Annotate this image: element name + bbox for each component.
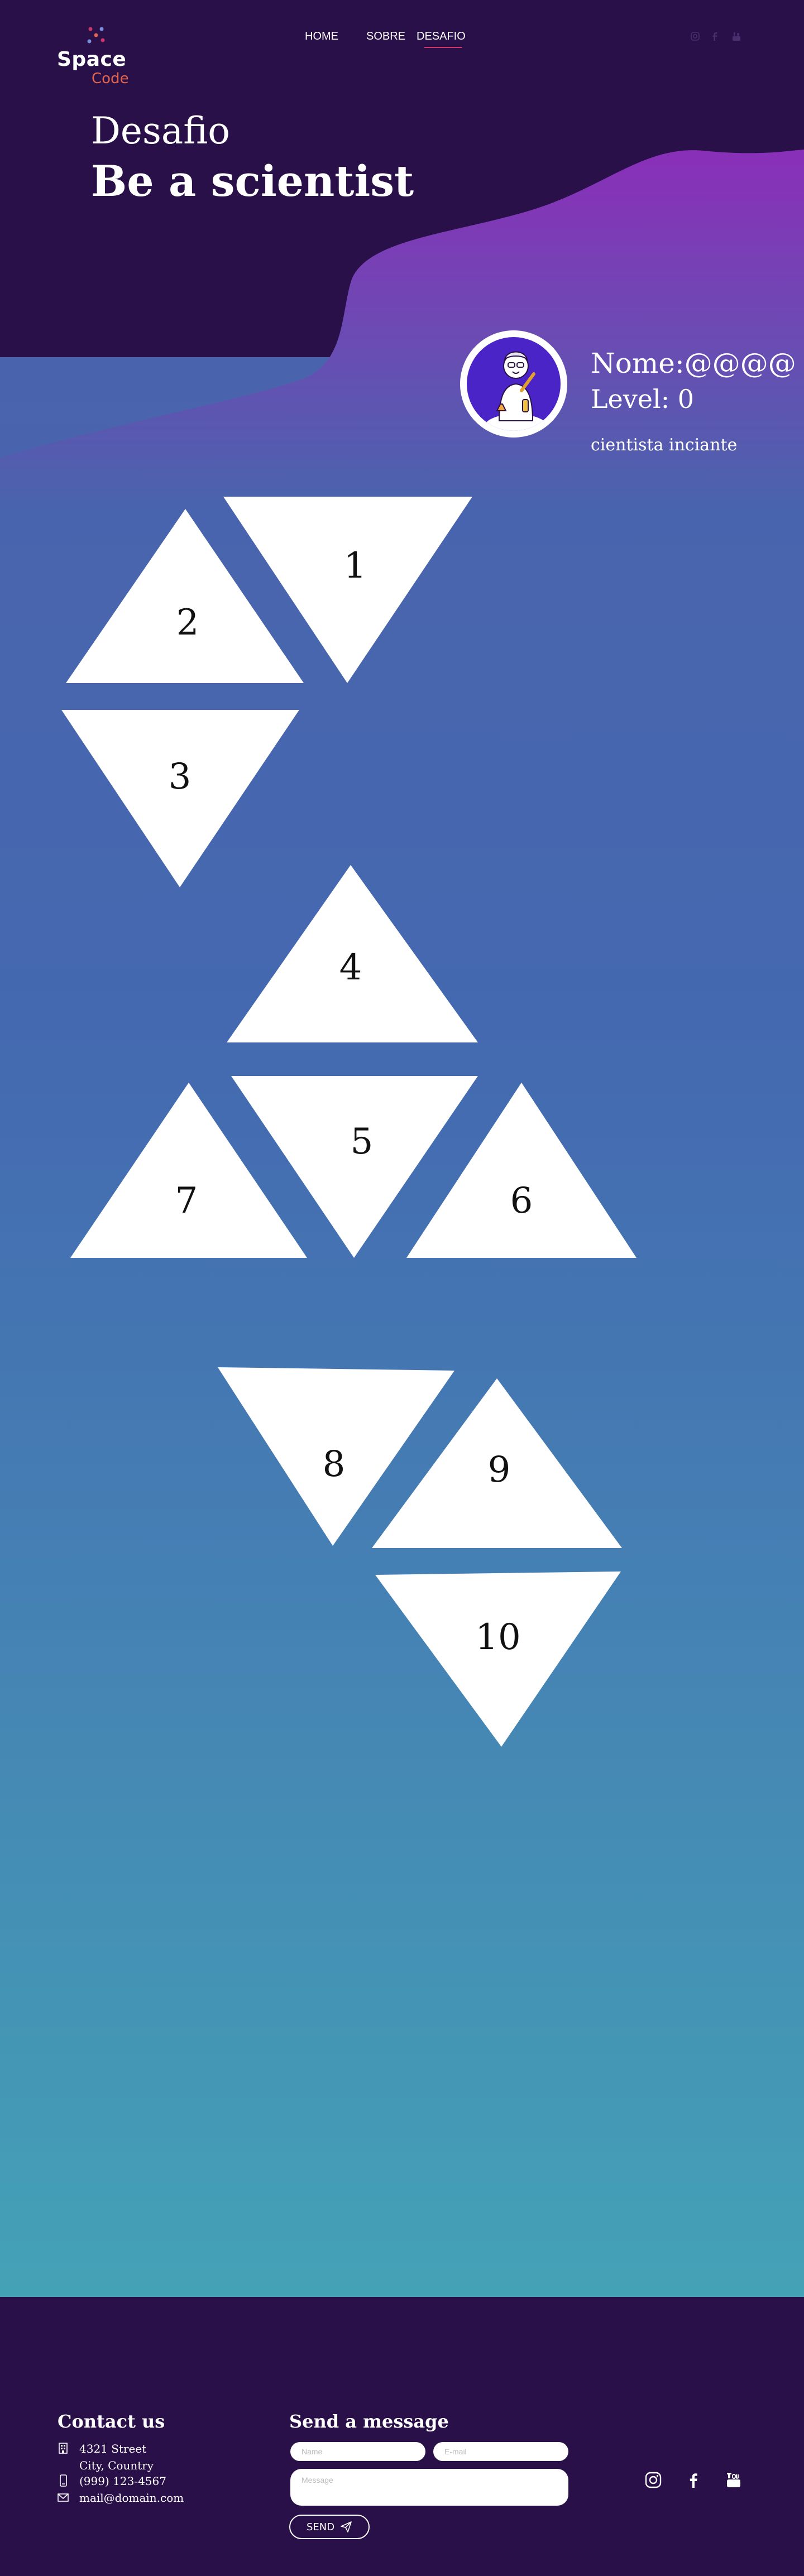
profile-rank: cientista inciante [591, 435, 738, 455]
building-icon [59, 2443, 68, 2454]
hero-wave-shape [0, 150, 804, 502]
instagram-icon[interactable] [691, 32, 700, 41]
hero-title: Be a scientist [91, 156, 414, 206]
challenge-7-triangle[interactable] [70, 1083, 307, 1258]
send-button-label: SEND [306, 2521, 335, 2533]
profile-name: Nome:@@@@ [591, 347, 796, 379]
logo-dots-icon [87, 27, 105, 44]
paper-plane-icon [341, 2521, 352, 2532]
phone-number: (999) 123-4567 [79, 2474, 166, 2488]
nav-link-desafio[interactable]: DESAFIO [417, 30, 466, 42]
send-button[interactable]: SEND [289, 2515, 370, 2539]
logo-text-code: Code [92, 70, 129, 87]
phone-icon [60, 2474, 67, 2487]
challenge-5-triangle[interactable] [231, 1076, 478, 1258]
profile-level: Level: 0 [591, 384, 695, 414]
youtube-icon[interactable] [733, 32, 740, 41]
hero-subtitle: Desafio [91, 109, 230, 152]
footer-background [0, 2297, 804, 2576]
message-heading: Send a message [289, 2411, 449, 2432]
contact-heading: Contact us [58, 2411, 165, 2432]
challenge-2-triangle[interactable] [66, 509, 304, 683]
name-input[interactable] [290, 2442, 425, 2461]
nav-active-underline [424, 47, 462, 48]
main-nav: HOME SOBRE DESAFIO [0, 30, 804, 48]
youtube-icon [727, 2473, 740, 2487]
nav-link-sobre[interactable]: SOBRE [366, 30, 406, 42]
challenge-10-triangle[interactable] [375, 1571, 621, 1747]
challenge-9-triangle[interactable] [372, 1378, 622, 1548]
avatar[interactable] [460, 330, 567, 438]
address-line-2: City, Country [79, 2459, 154, 2472]
challenge-4-triangle[interactable] [227, 865, 478, 1042]
facebook-icon[interactable] [712, 32, 717, 41]
contact-email[interactable]: mail@domain.com [79, 2491, 184, 2505]
challenge-6-triangle[interactable] [406, 1083, 636, 1258]
challenge-8-triangle[interactable] [218, 1367, 454, 1546]
logo-text-space: Space [57, 48, 127, 71]
message-textarea[interactable] [290, 2469, 568, 2506]
top-social-icons [691, 32, 740, 41]
scientist-icon [485, 351, 547, 431]
scientist-illustration [467, 337, 561, 431]
facebook-icon [690, 2473, 697, 2488]
footer-instagram-icon[interactable] [643, 2470, 663, 2490]
footer-youtube-icon[interactable] [724, 2470, 744, 2490]
address-line-1: 4321 Street [79, 2442, 147, 2455]
challenge-1-triangle[interactable] [223, 497, 472, 683]
instagram-icon [645, 2472, 662, 2488]
mail-icon [58, 2493, 69, 2502]
email-input[interactable] [433, 2442, 568, 2461]
footer-facebook-icon[interactable] [683, 2470, 704, 2490]
nav-link-home[interactable]: HOME [305, 30, 338, 42]
site-logo[interactable]: Space Code [57, 25, 135, 92]
challenge-3-triangle[interactable] [61, 710, 299, 887]
